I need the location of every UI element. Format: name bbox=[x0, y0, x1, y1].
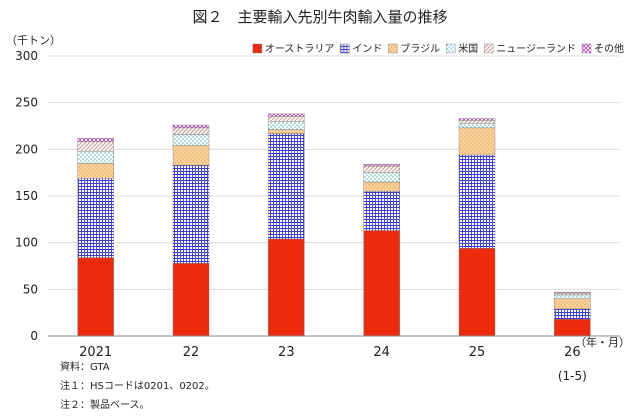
y-tick-label: 200 bbox=[15, 142, 38, 156]
bar-segment bbox=[458, 248, 496, 337]
legend-swatch bbox=[445, 43, 456, 54]
bar-segment bbox=[458, 120, 496, 124]
bar-segment bbox=[363, 181, 400, 192]
bar-segment bbox=[554, 308, 591, 320]
bar-segment bbox=[172, 164, 210, 264]
bar-segment bbox=[268, 116, 305, 122]
bar-segment bbox=[77, 150, 114, 164]
bar-segment bbox=[363, 165, 400, 173]
bars bbox=[77, 113, 591, 337]
bar-segment bbox=[77, 137, 114, 143]
bar-segment bbox=[268, 121, 305, 130]
bar-segment bbox=[77, 178, 114, 258]
bar-segment bbox=[268, 238, 305, 337]
x-tick-label: 23 bbox=[278, 345, 295, 360]
y-axis-ticks: 0 50 100 150 200 250 300 bbox=[15, 49, 38, 343]
bar-segment bbox=[363, 230, 400, 337]
bar-segment bbox=[363, 191, 400, 231]
bar-segment bbox=[268, 133, 305, 240]
y-tick-label: 100 bbox=[15, 236, 38, 250]
bar-segment bbox=[554, 292, 591, 296]
bar-segment bbox=[554, 298, 591, 310]
bar-segment bbox=[172, 145, 210, 166]
legend-swatch bbox=[581, 43, 592, 54]
x-tick-label: 25 bbox=[469, 345, 486, 360]
x-tick-label: 2021 bbox=[79, 345, 112, 360]
legend-label: ニュージーランド bbox=[496, 43, 576, 55]
legend-item: オーストラリア bbox=[252, 43, 335, 55]
y-tick-label: 150 bbox=[15, 189, 38, 203]
y-tick-label: 250 bbox=[15, 96, 38, 110]
chart-title: 図２ 主要輸入先別牛肉輸入量の推移 bbox=[192, 8, 447, 26]
footnote-2: 注２：製品ベース。 bbox=[60, 400, 150, 411]
bar-segment bbox=[77, 257, 114, 337]
legend-label: ブラジル bbox=[400, 42, 440, 55]
legend-item: インド bbox=[340, 43, 382, 55]
legend-swatch bbox=[483, 43, 494, 54]
x-tick-label: 22 bbox=[183, 345, 200, 360]
bar-segment bbox=[268, 129, 305, 134]
bar-segment bbox=[554, 294, 591, 299]
legend: オーストラリア インド ブラジル 米国 ニュージーランド その他 bbox=[252, 42, 624, 55]
bar-segment bbox=[554, 291, 591, 294]
x-axis-label: （年・月） bbox=[575, 335, 630, 349]
legend-item: 米国 bbox=[445, 42, 478, 55]
bar-segment bbox=[363, 164, 400, 167]
y-tick-label: 0 bbox=[30, 329, 38, 343]
bar-segment bbox=[458, 118, 496, 121]
y-tick-label: 50 bbox=[23, 282, 38, 296]
y-tick-label: 300 bbox=[15, 49, 38, 63]
bar-segment bbox=[458, 154, 496, 249]
legend-label: 米国 bbox=[458, 42, 478, 55]
bar-segment bbox=[77, 141, 114, 152]
x-tick-label: 26 bbox=[564, 345, 581, 360]
bar-segment bbox=[363, 172, 400, 183]
legend-item: ブラジル bbox=[388, 42, 440, 55]
legend-label: オーストラリア bbox=[265, 43, 335, 55]
y-axis-label: （千トン） bbox=[6, 34, 61, 47]
bar-segment bbox=[77, 163, 114, 179]
source-note: 資料：GTA bbox=[60, 362, 110, 373]
gridlines bbox=[48, 55, 620, 290]
legend-item: その他 bbox=[581, 42, 624, 55]
legend-swatch bbox=[388, 43, 398, 54]
bar-segment bbox=[458, 122, 496, 129]
bar-segment bbox=[554, 319, 591, 337]
x-tick-sublabel: (1-5) bbox=[558, 369, 587, 383]
x-tick-label: 24 bbox=[373, 345, 390, 360]
bar-segment bbox=[458, 127, 496, 156]
bar-segment bbox=[172, 263, 210, 337]
footnote-1: 注１：HSコードは0201、0202。 bbox=[60, 381, 215, 392]
x-axis-ticks: 2021 22 23 24 25 26 (1-5) bbox=[79, 345, 587, 383]
legend-item: ニュージーランド bbox=[483, 43, 576, 55]
legend-swatch bbox=[252, 43, 263, 54]
bar-segment bbox=[172, 134, 210, 146]
legend-swatch bbox=[340, 43, 350, 54]
legend-label: その他 bbox=[594, 42, 624, 55]
legend-label: インド bbox=[352, 44, 382, 55]
bar-segment bbox=[172, 127, 210, 135]
bar-segment bbox=[268, 113, 305, 117]
bar-segment bbox=[172, 124, 210, 129]
